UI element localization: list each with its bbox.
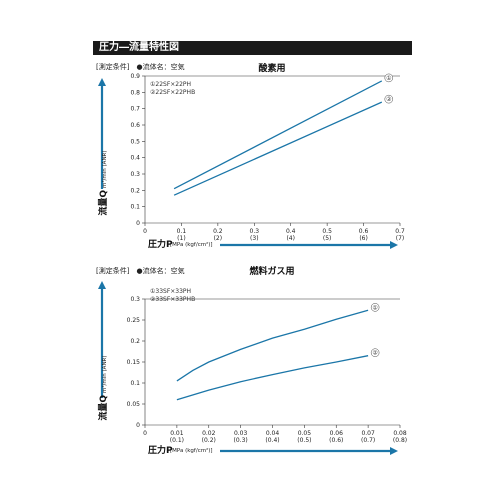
chart-2: 燃料ガス用 0 0.05 0.1 0.15 0.2 0.25 0.3 0 0.01(0.1) 0.0… — [97, 265, 407, 456]
y-tick-label: 0.9 — [130, 73, 140, 80]
y-tick-label: 0.1 — [130, 204, 140, 211]
x-tick-label: 0.2 — [213, 228, 223, 235]
y-axis-label-main: 流量Q — [97, 395, 109, 421]
x-tick-sublabel: (0.6) — [329, 437, 343, 444]
series-marker-1 — [370, 303, 380, 312]
y-tick-label: 0.05 — [127, 401, 141, 408]
x-tick-sublabel: (7) — [396, 235, 405, 242]
series-marker-1 — [384, 73, 394, 83]
x-tick-sublabel: (0.2) — [202, 437, 216, 444]
y-axis-label-unit: m³/min (ANR) — [101, 150, 108, 188]
x-axis-arrow-head — [390, 447, 398, 455]
y-tick-label: 0 — [136, 422, 140, 429]
y-tick-label: 0.7 — [130, 106, 140, 113]
y-axis-arrow-head — [98, 78, 106, 86]
x-axis-label-unit: [MPa (kgf/cm²)] — [170, 447, 213, 454]
series-marker-label: ② — [386, 96, 392, 103]
x-tick-sublabel: (0.3) — [234, 437, 248, 444]
x-tick-sublabel: (4) — [286, 235, 295, 242]
series-marker-label: ① — [386, 75, 391, 82]
x-tick-label: 0 — [143, 430, 147, 437]
series-marker-2 — [384, 94, 394, 104]
y-tick-label: 0 — [136, 220, 140, 227]
x-tick-sublabel: (3) — [250, 235, 259, 242]
x-tick-label: 0.7 — [395, 228, 405, 235]
legend-entry: ①22SF×22PH — [150, 81, 191, 88]
y-tick-label: 0.6 — [130, 122, 140, 129]
y-axis-label: 流量Q m³/min (ANR) — [97, 150, 109, 215]
series-marker-label: ① — [372, 304, 377, 311]
x-tick-sublabel: (0.1) — [170, 437, 184, 444]
x-axis-arrow-head — [390, 241, 398, 249]
x-tick-sublabel: (5) — [323, 235, 332, 242]
x-tick-label: 0.03 — [234, 430, 248, 437]
y-axis-arrow-head — [98, 281, 106, 289]
x-tick-label: 0.04 — [266, 430, 280, 437]
y-tick-label: 0.1 — [130, 380, 140, 387]
y-axis-label-main: 流量Q — [97, 190, 109, 216]
x-tick-sublabel: (2) — [214, 235, 223, 242]
x-axis-label-main: 圧力P — [148, 444, 173, 456]
y-tick-label: 0.15 — [127, 359, 141, 366]
y-tick-label: 0.3 — [130, 171, 140, 178]
x-axis-label-main: 圧力P — [148, 238, 173, 250]
x-tick-label: 0.4 — [286, 228, 296, 235]
y-tick-label: 0.25 — [127, 317, 141, 324]
legend-entry: ②22SF×22PHB — [150, 89, 195, 96]
series-line-1 — [173, 80, 383, 190]
x-tick-label: 0.08 — [393, 430, 407, 437]
x-tick-label: 0 — [143, 228, 147, 235]
chart-title: 燃料ガス用 — [249, 265, 294, 277]
x-tick-sublabel: (0.7) — [361, 437, 375, 444]
x-tick-label: 0.05 — [298, 430, 312, 437]
series-marker-label: ② — [372, 350, 378, 357]
y-axis-label: 流量Q m³/min (ANR) — [97, 355, 109, 420]
x-tick-label: 0.6 — [359, 228, 369, 235]
y-tick-label: 0.5 — [130, 138, 140, 145]
x-axis-label-unit: [MPa (kgf/cm²)] — [170, 241, 213, 248]
x-tick-label: 0.01 — [170, 430, 184, 437]
y-tick-label: 0.8 — [130, 89, 140, 96]
x-tick-label: 0.02 — [202, 430, 216, 437]
y-tick-label: 0.2 — [130, 338, 140, 345]
series-line-1 — [176, 309, 369, 382]
conditions-text-2: [測定条件] ●流体名：空気 — [96, 267, 185, 275]
conditions-text-1: [測定条件] ●流体名：空気 — [96, 63, 185, 71]
x-tick-sublabel: (0.8) — [393, 437, 407, 444]
x-tick-label: 0.06 — [330, 430, 344, 437]
x-tick-sublabel: (1) — [177, 235, 186, 242]
series-line-2 — [173, 101, 383, 196]
series-marker-2 — [370, 348, 380, 357]
legend-entry: ①33SF×33PH — [150, 288, 191, 295]
x-tick-label: 0.3 — [250, 228, 260, 235]
y-axis-label-unit: m³/min (ANR) — [101, 355, 108, 393]
chart-title: 酸素用 — [258, 62, 285, 74]
x-tick-sublabel: (6) — [359, 235, 368, 242]
series-line-2 — [176, 355, 369, 401]
y-tick-label: 0.3 — [130, 296, 140, 303]
y-tick-label: 0.4 — [130, 155, 140, 162]
x-tick-label: 0.07 — [361, 430, 375, 437]
page-title: 圧力―流量特性図 — [93, 41, 412, 55]
x-tick-label: 0.1 — [177, 228, 187, 235]
x-tick-label: 0.5 — [322, 228, 332, 235]
x-tick-sublabel: (0.4) — [265, 437, 279, 444]
x-tick-sublabel: (0.5) — [297, 437, 311, 444]
y-tick-label: 0.2 — [130, 187, 140, 194]
legend-entry: ②33SF×33PHB — [150, 296, 195, 303]
